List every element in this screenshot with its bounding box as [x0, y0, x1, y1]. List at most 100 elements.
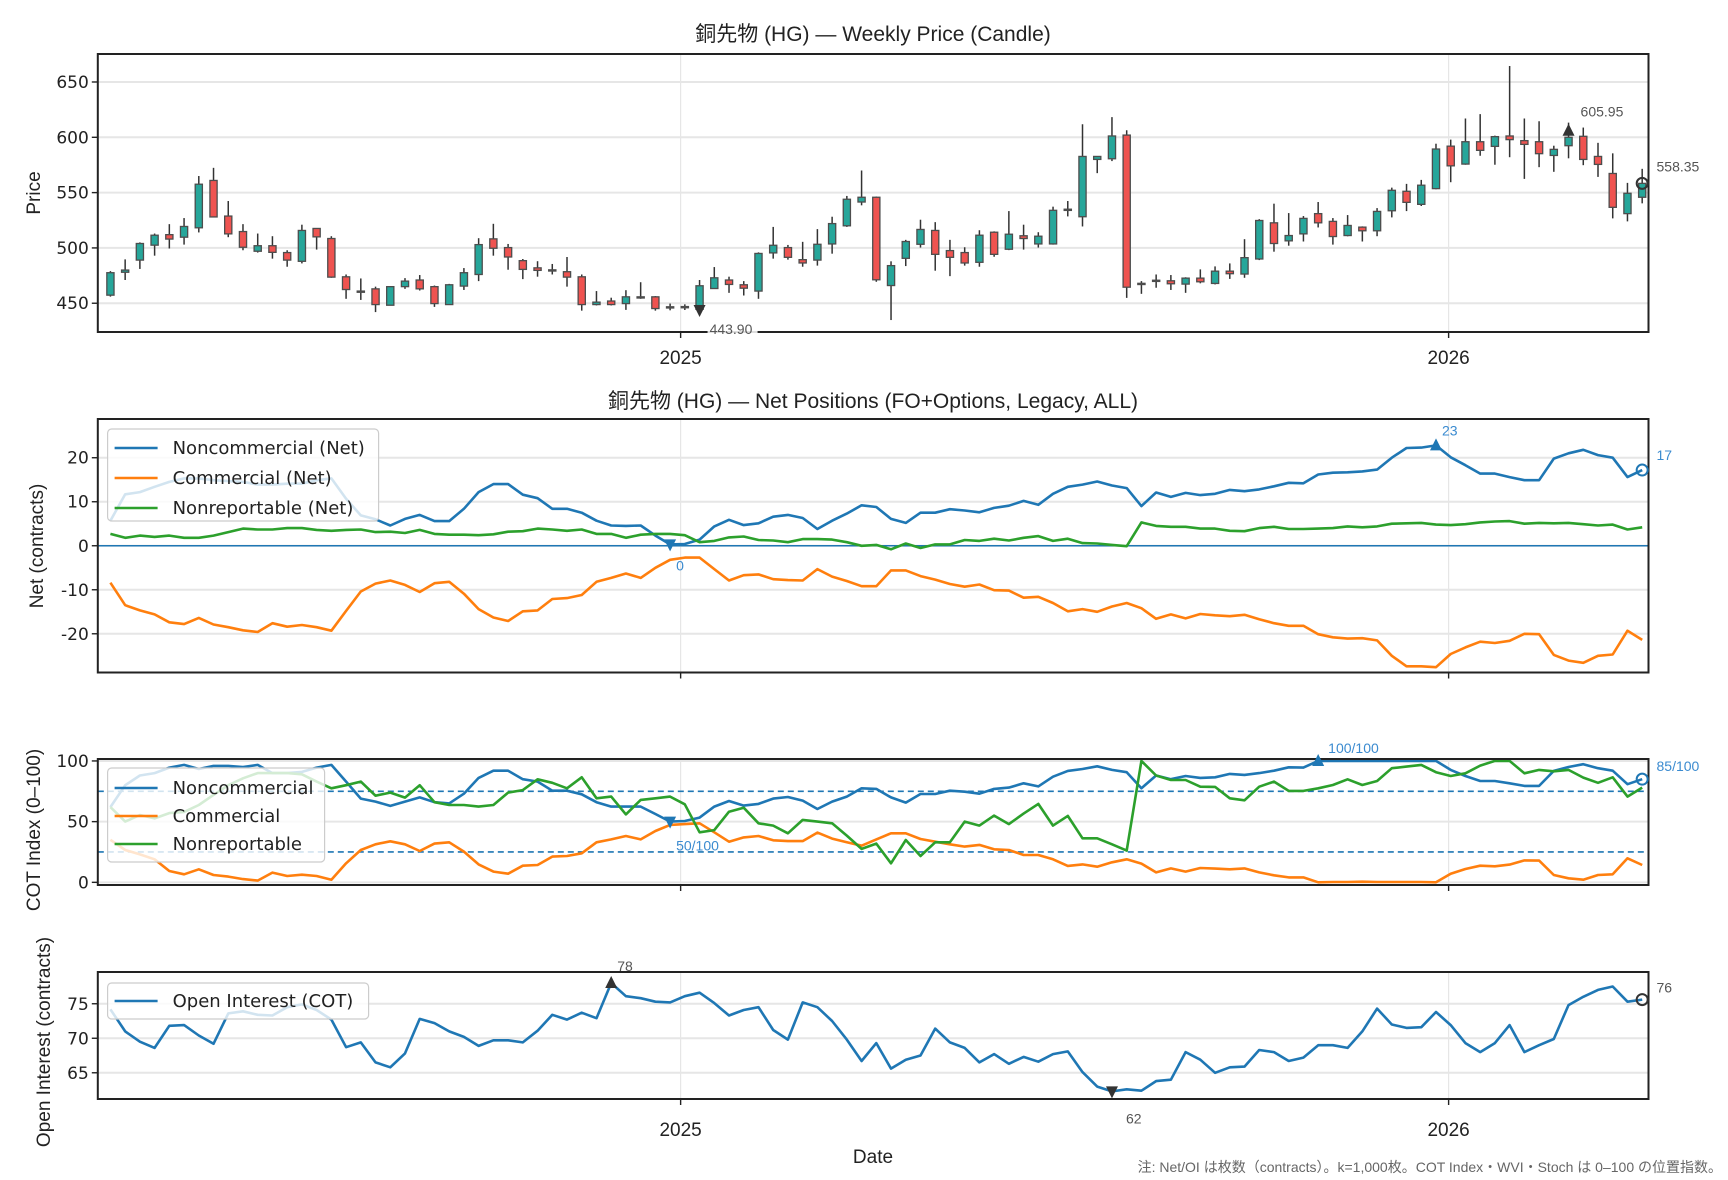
candle: [1358, 226, 1367, 242]
max-value-label: 100/100: [1328, 740, 1379, 756]
candle: [1078, 124, 1087, 227]
candle: [1593, 142, 1603, 177]
candle-body: [268, 245, 277, 254]
candle: [1210, 266, 1220, 285]
candle: [1328, 218, 1338, 245]
candle-body: [739, 284, 748, 289]
series-line-noncommercial: [109, 759, 1643, 823]
candle: [209, 167, 218, 218]
candle: [945, 239, 955, 277]
candle-body: [341, 276, 351, 291]
candle: [297, 224, 307, 264]
candle: [1181, 277, 1190, 293]
candle: [1549, 145, 1559, 172]
y-tick-label: 600: [56, 128, 88, 148]
min-marker-triangle-down-icon: [693, 304, 706, 317]
candle: [783, 244, 793, 260]
candle-body: [1475, 141, 1485, 152]
candle-body: [724, 279, 734, 286]
candle-body: [1579, 135, 1588, 161]
max-value-label: 23: [1442, 422, 1458, 438]
candle-body: [224, 215, 233, 235]
candle: [179, 218, 189, 245]
candle-body: [106, 272, 115, 296]
candle: [238, 224, 248, 251]
last-value-circle-icon: [1635, 463, 1649, 477]
last-value-circle-icon: [1635, 993, 1649, 1007]
candle-body: [886, 264, 896, 287]
last-value-circle-icon: [1635, 176, 1649, 190]
y-tick-label: 550: [56, 184, 88, 204]
y-tick-label: 100: [56, 752, 88, 772]
candle: [1402, 183, 1411, 212]
candle: [1225, 263, 1235, 279]
candle-body: [621, 296, 631, 305]
candle: [739, 281, 748, 296]
min-marker-triangle-down-icon: [1105, 1086, 1118, 1099]
candle-body: [1210, 270, 1220, 285]
candle-body: [930, 229, 940, 255]
candle-body: [975, 234, 984, 263]
candle-body: [1328, 220, 1338, 238]
candle-body: [1387, 189, 1397, 212]
min-marker-triangle-down-icon: [664, 816, 677, 829]
candle: [1107, 117, 1117, 162]
max-value-label: 78: [617, 958, 633, 974]
y-tick-label: 20: [67, 449, 89, 469]
candle-body: [577, 276, 586, 306]
candle-body: [1240, 257, 1249, 275]
candle-body: [489, 238, 498, 249]
price-panel-title: 銅先物 (HG) — Weekly Price (Candle): [695, 23, 1051, 46]
candle: [1004, 211, 1014, 251]
candle: [901, 239, 911, 267]
x-tick-label: 2025: [659, 1120, 701, 1141]
min-value-label: 62: [1126, 1110, 1142, 1126]
candle-body: [1593, 155, 1603, 166]
candle-body: [1358, 226, 1367, 232]
candle: [916, 219, 925, 248]
y-tick-label: -10: [61, 581, 89, 601]
candle-body: [253, 245, 262, 252]
legend-label: Commercial: [173, 806, 281, 827]
series-line-nonreportable: [109, 759, 1643, 865]
candle: [1254, 219, 1264, 261]
legend-box: [106, 428, 380, 522]
candle: [592, 291, 601, 306]
max-value-label: 605.95: [1581, 104, 1624, 120]
y-tick-label: 650: [56, 73, 88, 93]
candle-body: [665, 306, 675, 309]
legend-label: Nonreportable: [173, 834, 302, 855]
panel-content: [97, 759, 1649, 884]
candle-body: [989, 231, 999, 255]
candle-body: [1254, 219, 1264, 260]
candle: [975, 230, 984, 267]
candle: [135, 242, 145, 269]
candle: [459, 268, 469, 290]
candle: [386, 285, 395, 306]
series-line-open-interest-cot-: [109, 981, 1643, 1093]
candle: [165, 224, 174, 249]
candle: [1343, 215, 1352, 237]
legend-entry: Nonreportable: [114, 834, 302, 855]
candle: [1313, 202, 1323, 228]
candle-body: [312, 227, 321, 238]
candle-body: [636, 296, 645, 299]
candle: [1269, 203, 1279, 252]
candle: [1048, 206, 1058, 245]
candle: [1196, 269, 1205, 284]
candle: [341, 274, 351, 299]
candle: [194, 176, 204, 233]
candle: [857, 170, 866, 206]
candle: [813, 229, 822, 266]
candle-body: [120, 269, 130, 273]
legend-entry: Noncommercial (Net): [114, 438, 365, 459]
candle-body: [680, 305, 690, 309]
candle-body: [548, 269, 557, 272]
legend-box: [106, 982, 370, 1020]
candle-body: [371, 288, 380, 306]
candle-body: [1402, 190, 1411, 203]
candle: [1637, 168, 1647, 204]
candle: [1461, 118, 1470, 165]
